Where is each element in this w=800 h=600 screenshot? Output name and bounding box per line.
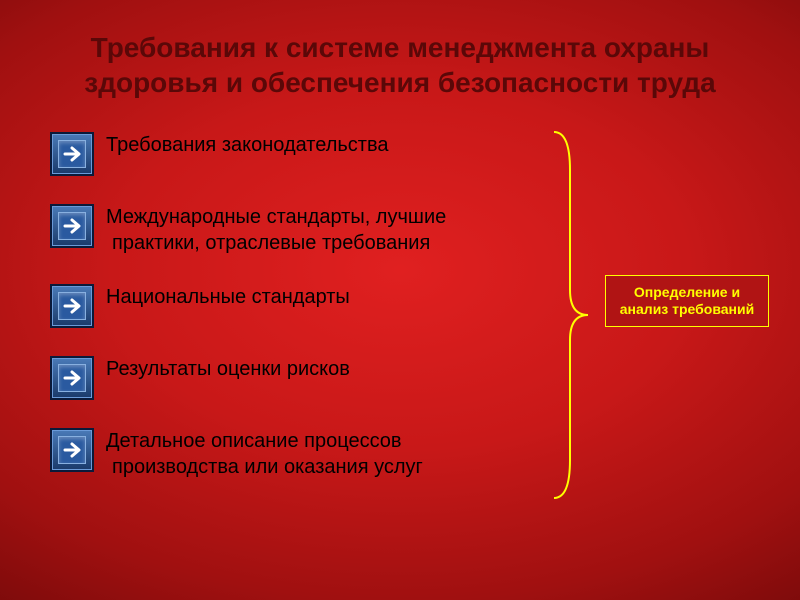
result-box: Определение и анализ требований (605, 275, 769, 327)
list-item: Результаты оценки рисков (50, 354, 530, 400)
slide: Требования к системе менеджмента охраны … (0, 0, 800, 600)
list-item: Международные стандарты, лучшие практики… (50, 202, 530, 256)
list-item: Детальное описание процессов производств… (50, 426, 530, 480)
requirements-list: Требования законодательства Международные… (50, 130, 530, 506)
brace-path (554, 132, 588, 498)
arrow-right-icon (50, 428, 94, 472)
arrow-right-icon (50, 132, 94, 176)
list-item-text: Детальное описание процессов производств… (106, 426, 530, 480)
list-item-text: Национальные стандарты (106, 282, 350, 310)
arrow-right-icon (50, 284, 94, 328)
arrow-right-icon (50, 356, 94, 400)
list-item-text: Результаты оценки рисков (106, 354, 350, 382)
arrow-right-icon (50, 204, 94, 248)
slide-title: Требования к системе менеджмента охраны … (50, 30, 750, 100)
curly-brace (550, 130, 590, 500)
list-item: Требования законодательства (50, 130, 530, 176)
list-item-text: Требования законодательства (106, 130, 388, 158)
list-item-text: Международные стандарты, лучшие практики… (106, 202, 530, 256)
list-item: Национальные стандарты (50, 282, 530, 328)
